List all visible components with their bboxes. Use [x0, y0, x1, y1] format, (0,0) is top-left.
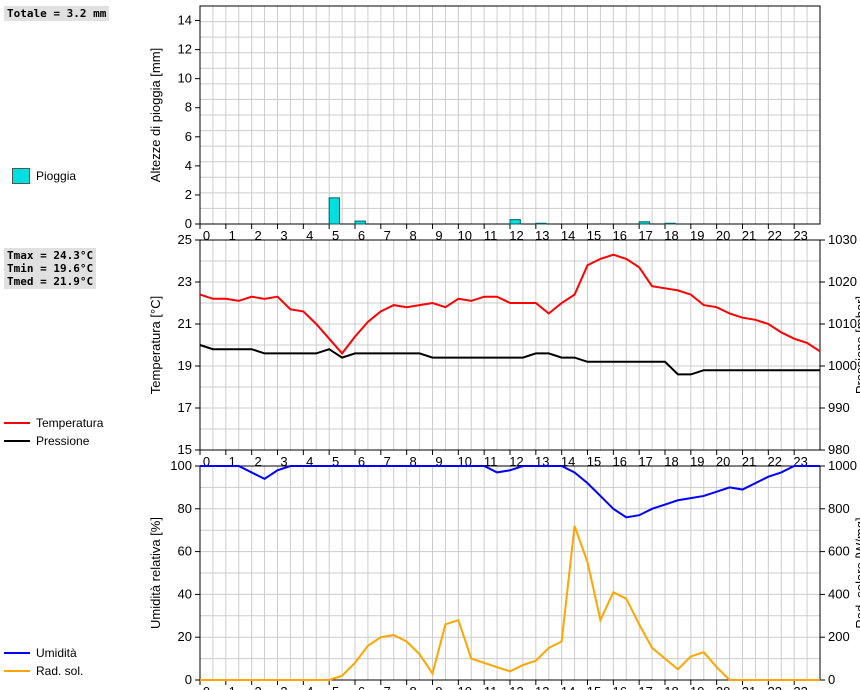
svg-text:6: 6 — [185, 129, 192, 144]
chart-container: Totale = 3.2 mm Pioggia Tmax = 24.3°C Tm… — [0, 0, 860, 690]
svg-text:20: 20 — [716, 228, 730, 243]
svg-text:20: 20 — [178, 629, 192, 644]
svg-text:16: 16 — [613, 684, 627, 690]
svg-text:15: 15 — [587, 228, 601, 243]
svg-text:18: 18 — [664, 684, 678, 690]
svg-text:7: 7 — [384, 684, 391, 690]
svg-text:12: 12 — [509, 228, 523, 243]
svg-text:80: 80 — [178, 501, 192, 516]
svg-text:2: 2 — [255, 228, 262, 243]
svg-text:12: 12 — [178, 42, 192, 57]
svg-text:4: 4 — [306, 684, 313, 690]
svg-text:14: 14 — [561, 684, 575, 690]
svg-text:11: 11 — [484, 228, 498, 243]
svg-text:1000: 1000 — [828, 458, 857, 473]
svg-text:22: 22 — [768, 684, 782, 690]
svg-text:Temperatura [°C]: Temperatura [°C] — [148, 296, 163, 394]
svg-text:19: 19 — [690, 228, 704, 243]
svg-text:400: 400 — [828, 586, 850, 601]
svg-text:7: 7 — [384, 228, 391, 243]
svg-text:21: 21 — [742, 228, 756, 243]
svg-text:6: 6 — [358, 684, 365, 690]
svg-text:40: 40 — [178, 586, 192, 601]
svg-text:12: 12 — [509, 684, 523, 690]
svg-text:14: 14 — [178, 13, 192, 28]
svg-text:4: 4 — [306, 228, 313, 243]
svg-text:8: 8 — [410, 684, 417, 690]
svg-text:3: 3 — [280, 228, 287, 243]
svg-text:22: 22 — [768, 454, 782, 469]
svg-text:18: 18 — [664, 454, 678, 469]
svg-text:17: 17 — [638, 228, 652, 243]
svg-text:15: 15 — [587, 454, 601, 469]
svg-text:5: 5 — [332, 228, 339, 243]
svg-text:10: 10 — [458, 684, 472, 690]
svg-text:800: 800 — [828, 501, 850, 516]
svg-text:16: 16 — [613, 228, 627, 243]
svg-text:Pressione [mbar]: Pressione [mbar] — [853, 296, 860, 394]
svg-text:21: 21 — [178, 316, 192, 331]
svg-text:980: 980 — [828, 442, 850, 457]
svg-text:2: 2 — [255, 684, 262, 690]
svg-text:13: 13 — [535, 684, 549, 690]
svg-text:11: 11 — [484, 684, 498, 690]
svg-text:2: 2 — [185, 187, 192, 202]
svg-text:8: 8 — [185, 100, 192, 115]
svg-text:19: 19 — [690, 454, 704, 469]
svg-text:0: 0 — [828, 672, 835, 687]
svg-text:9: 9 — [435, 228, 442, 243]
svg-text:1030: 1030 — [828, 232, 857, 247]
svg-text:0: 0 — [203, 228, 210, 243]
svg-text:25: 25 — [178, 232, 192, 247]
svg-text:Rad. solare [W/mq]: Rad. solare [W/mq] — [853, 517, 860, 628]
svg-text:Umidità relativa [%]: Umidità relativa [%] — [148, 517, 163, 629]
svg-text:1: 1 — [229, 228, 236, 243]
svg-text:17: 17 — [638, 684, 652, 690]
svg-text:17: 17 — [638, 454, 652, 469]
svg-text:0: 0 — [185, 672, 192, 687]
svg-text:200: 200 — [828, 629, 850, 644]
svg-text:100: 100 — [170, 458, 192, 473]
svg-text:18: 18 — [664, 228, 678, 243]
svg-text:23: 23 — [793, 228, 807, 243]
svg-text:2: 2 — [255, 454, 262, 469]
svg-text:23: 23 — [793, 684, 807, 690]
svg-text:15: 15 — [178, 442, 192, 457]
svg-text:5: 5 — [332, 684, 339, 690]
svg-text:Altezze di pioggia [mm]: Altezze di pioggia [mm] — [148, 48, 163, 182]
svg-text:0: 0 — [203, 684, 210, 690]
svg-text:19: 19 — [690, 684, 704, 690]
svg-text:21: 21 — [742, 454, 756, 469]
svg-text:14: 14 — [561, 228, 575, 243]
svg-text:22: 22 — [768, 228, 782, 243]
svg-text:990: 990 — [828, 400, 850, 415]
charts-svg: 0246810121401234567891011121314151617181… — [0, 0, 860, 690]
svg-text:0: 0 — [185, 216, 192, 231]
svg-text:60: 60 — [178, 544, 192, 559]
svg-text:23: 23 — [178, 274, 192, 289]
svg-text:13: 13 — [535, 228, 549, 243]
svg-text:21: 21 — [742, 684, 756, 690]
svg-text:1020: 1020 — [828, 274, 857, 289]
svg-text:8: 8 — [410, 228, 417, 243]
svg-text:6: 6 — [358, 228, 365, 243]
svg-text:4: 4 — [185, 158, 192, 173]
svg-text:16: 16 — [613, 454, 627, 469]
svg-text:1: 1 — [229, 684, 236, 690]
svg-text:10: 10 — [178, 71, 192, 86]
svg-text:19: 19 — [178, 358, 192, 373]
svg-text:10: 10 — [458, 228, 472, 243]
svg-text:20: 20 — [716, 454, 730, 469]
svg-text:9: 9 — [435, 684, 442, 690]
svg-text:3: 3 — [280, 684, 287, 690]
svg-text:600: 600 — [828, 544, 850, 559]
svg-text:15: 15 — [587, 684, 601, 690]
svg-text:20: 20 — [716, 684, 730, 690]
svg-text:17: 17 — [178, 400, 192, 415]
